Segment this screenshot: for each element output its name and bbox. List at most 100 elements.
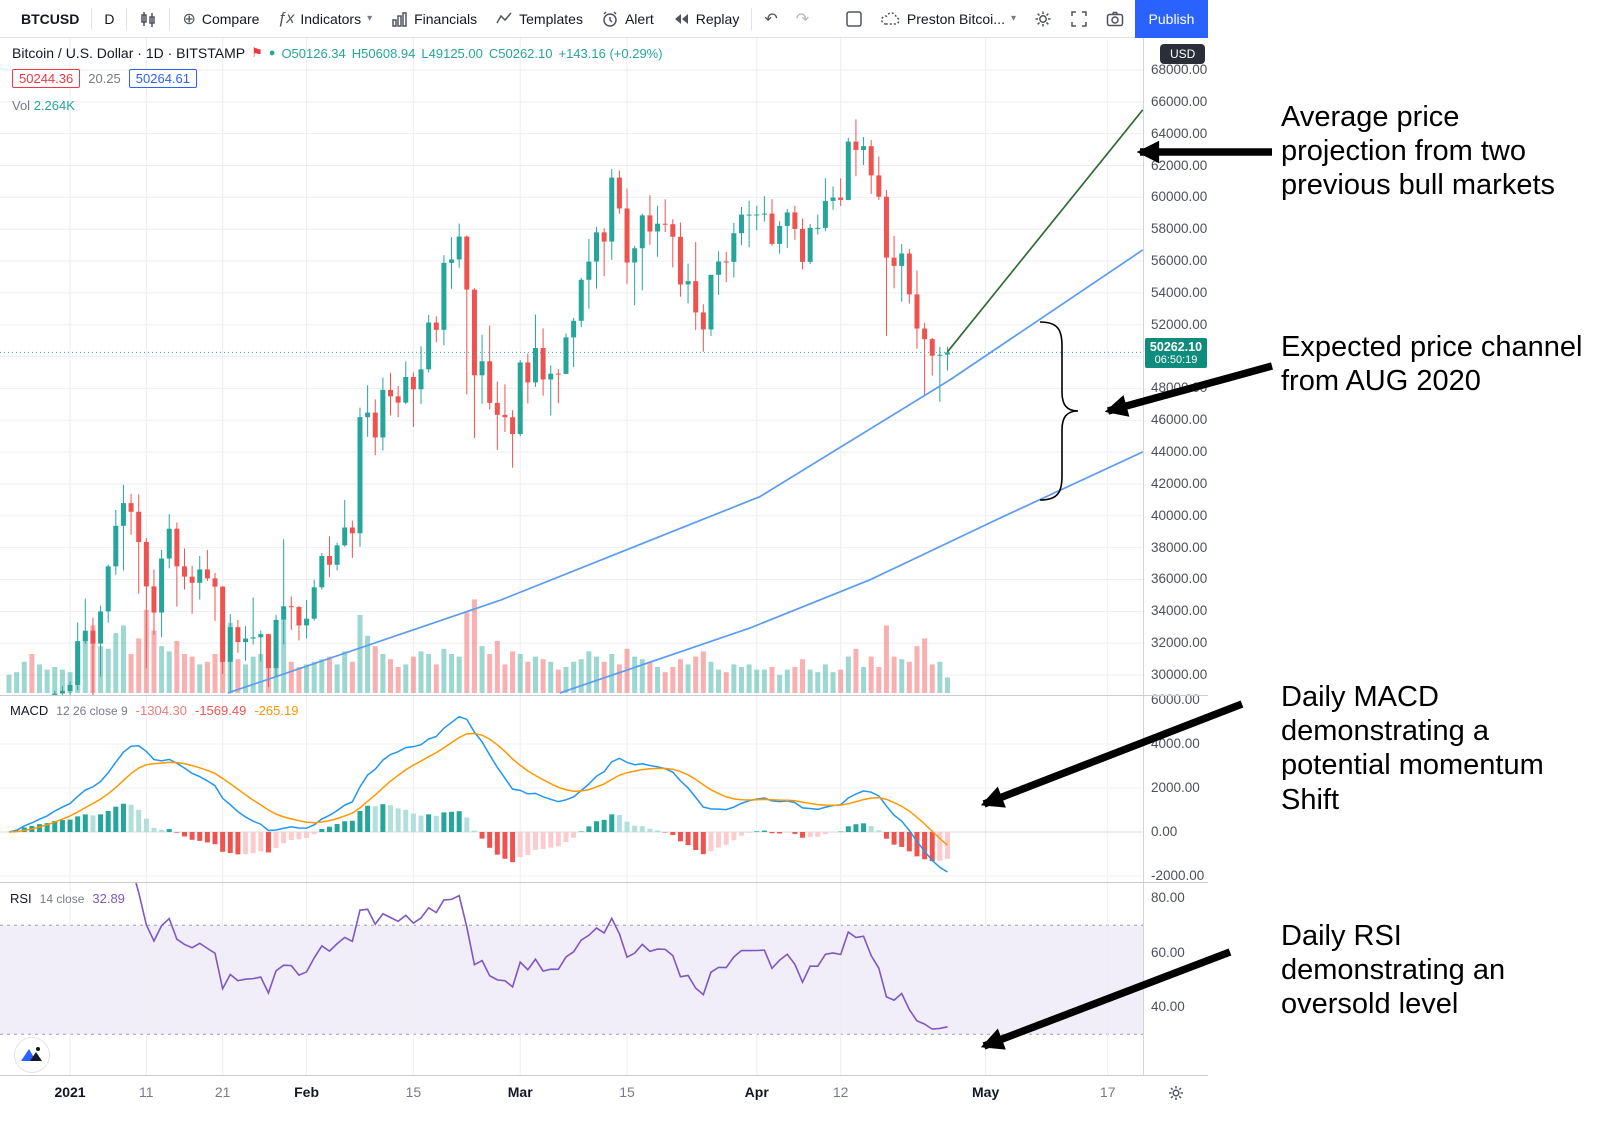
candle-body <box>502 414 508 418</box>
open-value: O50126.34 <box>281 45 346 61</box>
candle-body <box>471 289 477 376</box>
macd-hist-bar <box>578 831 584 832</box>
rsi-pane-canvas[interactable] <box>0 882 1143 1075</box>
volume-bar <box>37 664 43 693</box>
annotation-text: Daily RSI demonstrating an oversold leve… <box>1281 920 1506 1021</box>
candle-body <box>159 558 165 613</box>
candle-body <box>181 566 187 577</box>
order-price-label[interactable]: 50264.61 <box>128 69 198 88</box>
macd-hist-bar <box>677 832 683 842</box>
fullscreen-icon <box>1071 10 1087 27</box>
candle-body <box>449 259 455 263</box>
volume-bar <box>563 667 569 693</box>
macd-hist-bar <box>731 832 737 841</box>
flag-icon[interactable]: ⚑ <box>251 45 263 60</box>
chevron-down-icon: ▾ <box>367 13 373 24</box>
macd-hist-bar <box>700 832 706 855</box>
timezone-settings-button[interactable] <box>1168 1085 1184 1106</box>
volume-bar <box>830 672 836 693</box>
volume-bar <box>761 669 767 693</box>
candle-body <box>136 511 142 542</box>
axis-tick-label: 40.00 <box>1151 999 1185 1014</box>
volume-bar <box>212 654 218 693</box>
volume-bar <box>937 661 943 693</box>
financials-label: Financials <box>414 10 478 27</box>
volume-bar <box>403 664 409 693</box>
financials-button[interactable]: Financials <box>381 0 486 38</box>
compare-button[interactable]: ⊕ Compare <box>173 0 268 38</box>
volume-bar <box>159 646 165 693</box>
macd-hist-bar <box>75 816 81 832</box>
macd-hist-bar <box>319 828 325 832</box>
tradingview-logo[interactable] <box>14 1037 50 1073</box>
screenshot-button[interactable] <box>1097 0 1133 38</box>
macd-hist-bar <box>433 815 439 832</box>
macd-hist-bar <box>502 832 508 859</box>
macd-hist-bar <box>487 832 493 848</box>
undo-icon: ↶ <box>764 10 778 28</box>
interval-button[interactable]: D <box>95 0 123 38</box>
axis-tick-label: 34000.00 <box>1151 603 1208 619</box>
macd-hist-bar <box>357 810 363 832</box>
redo-button[interactable]: ↷ <box>787 0 818 38</box>
price-pane-canvas[interactable] <box>0 38 1143 695</box>
volume-bar <box>853 648 859 693</box>
candle-body <box>151 586 157 613</box>
undo-button[interactable]: ↶ <box>755 0 786 38</box>
replay-icon <box>674 13 688 24</box>
macd-hist-bar <box>525 832 531 855</box>
alert-clock-icon <box>603 10 617 27</box>
toolbar-separator <box>126 7 128 30</box>
time-axis[interactable]: 2021 11 21 Feb 15 Mar 15 Apr 12 May 17 <box>0 1076 1208 1125</box>
publish-button[interactable]: Publish <box>1135 0 1208 38</box>
pane-separator[interactable] <box>0 695 1208 696</box>
time-tick-label: 11 <box>139 1084 154 1100</box>
macd-hist-bar <box>845 826 851 832</box>
candle-body <box>876 175 882 197</box>
axis-tick-label: 48000.00 <box>1151 380 1208 396</box>
macd-hist-bar <box>586 826 592 832</box>
settings-button[interactable] <box>1025 0 1061 38</box>
volume-bar <box>105 648 111 693</box>
currency-badge[interactable]: USD <box>1160 44 1206 64</box>
candle-body <box>349 527 355 534</box>
alert-button[interactable]: Alert <box>592 0 663 38</box>
templates-button[interactable]: Templates <box>486 0 592 38</box>
macd-hist-bar <box>281 832 287 844</box>
compare-label: Compare <box>201 10 260 27</box>
fullscreen-button[interactable] <box>1061 0 1097 38</box>
candle-body <box>624 208 630 263</box>
candle-body <box>319 556 325 588</box>
macd-hist-bar <box>609 814 615 832</box>
macd-hist-bar <box>151 827 157 832</box>
pane-separator[interactable] <box>0 882 1208 883</box>
macd-hist-bar <box>59 820 65 832</box>
macd-hist-bar <box>662 832 668 833</box>
symbol-button[interactable]: BTCUSD <box>12 0 88 38</box>
volume-bar <box>777 674 783 693</box>
macd-pane-canvas[interactable] <box>0 695 1143 882</box>
chart-type-button[interactable] <box>130 0 166 38</box>
axis-tick-label: 56000.00 <box>1151 253 1208 269</box>
volume-bar <box>517 654 523 693</box>
volume-bar <box>464 612 470 693</box>
volume-bar <box>723 672 729 693</box>
macd-hist-bar <box>548 832 554 848</box>
account-menu[interactable]: Preston Bitcoi... ▾ <box>872 0 1025 38</box>
replay-button[interactable]: Replay <box>663 0 749 38</box>
last-price-badge: 50262.10 06:50:19 <box>1145 338 1207 369</box>
macd-hist-bar <box>838 831 844 833</box>
spread-value: 20.25 <box>88 71 121 86</box>
candle-body <box>555 373 561 375</box>
replay-label: Replay <box>695 10 740 27</box>
indicators-button[interactable]: ƒx Indicators ▾ <box>268 0 381 38</box>
macd-signal-value: -265.19 <box>254 703 299 718</box>
volume-value: 2.264K <box>33 98 75 113</box>
compare-icon: ⊕ <box>182 10 196 28</box>
volume-bar <box>922 638 928 693</box>
layout-button[interactable] <box>836 0 872 38</box>
price-axis[interactable]: USD 50262.10 06:50:19 68000.00 66000.00 64… <box>1143 38 1209 1075</box>
alert-price-label[interactable]: 50244.36 <box>12 69 81 88</box>
macd-hist-bar <box>761 830 767 832</box>
